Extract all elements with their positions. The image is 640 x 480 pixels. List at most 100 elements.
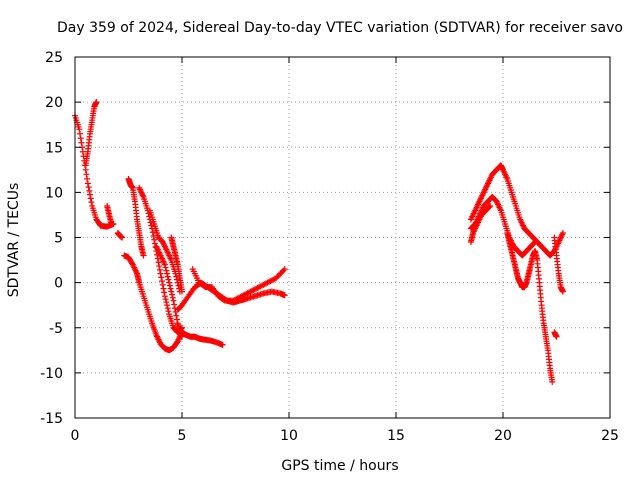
- data-point: [549, 378, 556, 385]
- grid: [74, 56, 611, 419]
- data-point: [86, 187, 93, 194]
- x-tick-label: 10: [280, 428, 298, 444]
- x-tick-label: 5: [178, 428, 187, 444]
- data-point: [147, 219, 154, 226]
- data-point: [487, 202, 494, 209]
- data-point: [173, 312, 180, 319]
- chart-title: Day 359 of 2024, Sidereal Day-to-day VTE…: [57, 20, 623, 36]
- data-point: [169, 294, 176, 301]
- data-point: [108, 220, 115, 227]
- data-point: [165, 308, 172, 315]
- data-point: [160, 285, 167, 292]
- data-point: [164, 273, 171, 280]
- data-point: [559, 288, 566, 295]
- data-point: [219, 341, 226, 348]
- x-tick-label: 15: [387, 428, 405, 444]
- data-point: [532, 239, 539, 246]
- y-tick-label: 15: [45, 140, 63, 156]
- data-point: [76, 130, 83, 137]
- data-point: [171, 301, 178, 308]
- y-tick-label: 25: [45, 50, 63, 66]
- data-point: [159, 281, 166, 288]
- y-axis-label: SDTVAR / TECUs: [6, 183, 22, 298]
- data-point: [166, 282, 173, 289]
- data-point: [166, 279, 173, 286]
- series-trace-9: [153, 243, 185, 340]
- axes: 0 5 10 15 20 25 -15 -10 -5 0 5 10 15 20 25: [40, 50, 619, 444]
- data-point: [77, 135, 84, 142]
- data-point: [168, 288, 175, 295]
- series-trace-10: [168, 234, 185, 295]
- data-point: [156, 266, 163, 273]
- data-point: [156, 263, 163, 270]
- plot-frame: [74, 56, 611, 419]
- data-point: [486, 203, 493, 210]
- y-tick-label: 10: [45, 185, 63, 201]
- data-point: [165, 276, 172, 283]
- data-point: [150, 232, 157, 239]
- y-tick-label: -10: [40, 366, 63, 382]
- data-point: [553, 333, 560, 340]
- series-trace-12: [174, 279, 288, 313]
- data-point: [162, 296, 169, 303]
- series-trace-3: [104, 202, 115, 227]
- data-point: [174, 316, 181, 323]
- data-point: [158, 274, 165, 281]
- data-point: [85, 184, 92, 191]
- x-tick-label: 25: [601, 428, 619, 444]
- data-point: [167, 285, 174, 292]
- data-marks: [72, 99, 566, 385]
- data-point: [281, 266, 288, 273]
- series-trace-2: [82, 99, 100, 169]
- data-point: [93, 99, 100, 106]
- data-point: [84, 180, 91, 187]
- data-point: [173, 273, 180, 280]
- data-point: [163, 299, 170, 306]
- data-point: [157, 270, 164, 277]
- series-trace-11: [179, 329, 226, 348]
- series-trace-5: [121, 252, 185, 354]
- data-point: [151, 236, 158, 243]
- data-point: [170, 297, 177, 304]
- series-trace-13: [189, 266, 288, 304]
- data-point: [164, 302, 171, 309]
- series-trace-17: [504, 229, 556, 385]
- data-point: [119, 234, 126, 241]
- data-point: [78, 139, 85, 146]
- y-tick-label: 5: [54, 231, 63, 247]
- y-tick-label: 0: [54, 276, 63, 292]
- series-trace-18: [551, 234, 566, 295]
- data-point: [149, 229, 156, 236]
- data-point: [281, 292, 288, 299]
- data-point: [179, 288, 185, 295]
- series-trace-6: [125, 175, 147, 259]
- y-tick-label: 20: [45, 95, 63, 111]
- series-trace-4: [114, 229, 126, 241]
- data-point: [162, 264, 169, 271]
- data-point: [161, 293, 168, 300]
- data-point: [84, 175, 91, 182]
- data-point: [164, 270, 171, 277]
- x-axis-label: GPS time / hours: [281, 458, 398, 474]
- data-point: [86, 191, 93, 198]
- data-point: [169, 291, 176, 298]
- series-trace-16: [467, 202, 494, 246]
- x-tick-label: 0: [71, 428, 80, 444]
- data-point: [83, 171, 90, 178]
- data-point: [151, 240, 158, 247]
- data-point: [159, 278, 166, 285]
- data-point: [76, 126, 83, 133]
- series-trace-19: [551, 329, 560, 340]
- data-point: [140, 252, 147, 259]
- data-point: [531, 239, 538, 246]
- y-tick-label: -5: [49, 321, 63, 337]
- y-tick-label: -15: [40, 411, 63, 427]
- data-point: [87, 195, 94, 202]
- data-point: [161, 261, 168, 268]
- x-tick-label: 20: [494, 428, 512, 444]
- data-point: [88, 199, 95, 206]
- series-trace-14: [467, 162, 566, 259]
- data-point: [163, 267, 170, 274]
- data-point: [155, 259, 162, 266]
